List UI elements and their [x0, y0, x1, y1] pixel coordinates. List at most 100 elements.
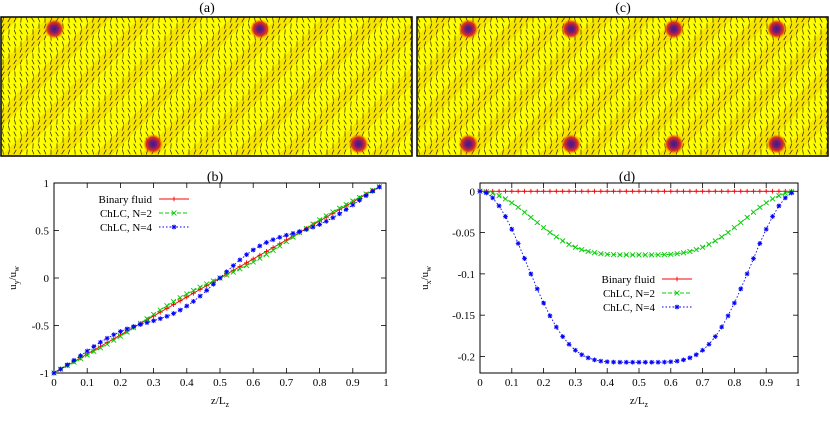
defect-top: [766, 19, 787, 39]
data-point: [316, 217, 323, 223]
data-point: [144, 320, 150, 326]
chart-b: 0 0.1 0.2 0.3 0.4 0.5 0.6 0.7 0.8 0.9 1 -1 -0.5 0 0.5 1…: [7, 178, 389, 409]
data-point: [687, 355, 693, 361]
data-point: [330, 215, 336, 221]
data-point: [144, 316, 150, 322]
data-point: [521, 209, 528, 215]
data-point: [769, 196, 776, 202]
data-point: [757, 241, 763, 246]
data-point: [611, 359, 616, 365]
data-point: [496, 188, 502, 194]
data-point: [776, 203, 782, 209]
data-point: [91, 344, 97, 349]
data-point: [197, 293, 203, 299]
data-point: [64, 362, 70, 368]
data-point: [763, 226, 769, 232]
data-point: [503, 188, 508, 194]
data-point: [317, 222, 322, 227]
data-point: [547, 313, 553, 319]
series-chlc-n-4: [51, 184, 382, 376]
data-point: [483, 190, 489, 196]
data-point: [573, 347, 578, 353]
data-point: [170, 298, 177, 305]
data-point: [534, 286, 540, 292]
data-point: [51, 370, 57, 376]
data-point: [680, 250, 687, 256]
data-point: [343, 207, 349, 212]
x-axis-label: z/Lz: [211, 395, 230, 409]
data-point: [585, 355, 591, 361]
data-point: [250, 256, 256, 262]
data-point: [137, 322, 143, 327]
data-point: [243, 262, 250, 269]
data-point: [738, 219, 744, 226]
data-point: [681, 357, 686, 363]
x-tick-label: 0.6: [664, 377, 678, 389]
data-point: [642, 359, 648, 365]
data-point: [560, 334, 566, 339]
field-stripe: [497, 17, 654, 156]
field-stripe: [697, 25, 828, 156]
legend-label: Binary fluid: [602, 274, 656, 286]
data-point: [118, 329, 123, 334]
chart-label-d: (d): [619, 170, 636, 185]
data-point: [490, 190, 496, 196]
data-point: [674, 188, 680, 194]
data-point: [623, 188, 629, 194]
data-point: [649, 252, 655, 258]
data-point: [277, 243, 283, 249]
data-point: [191, 298, 196, 304]
field-stripe: [369, 113, 412, 156]
data-point: [725, 313, 731, 319]
data-point: [604, 188, 610, 194]
data-point: [496, 203, 502, 209]
data-point: [250, 247, 256, 253]
field-stripe: [417, 17, 574, 156]
data-point: [700, 188, 705, 194]
data-point: [636, 252, 642, 258]
data-point: [336, 205, 343, 211]
x-tick-label: 0.3: [147, 377, 161, 389]
data-point: [547, 229, 553, 236]
data-point: [718, 234, 725, 240]
data-point: [573, 188, 578, 194]
data-point: [674, 250, 680, 257]
data-point: [674, 304, 680, 310]
field-content: [1, 17, 412, 156]
data-point: [706, 341, 712, 347]
x-tick-label: 0.8: [728, 377, 742, 389]
data-point: [572, 244, 579, 250]
y-axis-label-den-sub: w: [424, 266, 433, 272]
data-point: [171, 196, 177, 202]
y-axis-label-den: /u: [7, 271, 19, 280]
data-point: [782, 190, 788, 196]
y-tick-label: -1: [40, 368, 49, 380]
y-tick-label: 0: [44, 273, 50, 285]
data-point: [490, 195, 496, 201]
data-point: [725, 188, 731, 194]
data-point: [629, 252, 636, 258]
data-point: [204, 287, 210, 293]
data-point: [757, 188, 763, 194]
y-tick-label: -0.1: [458, 269, 475, 281]
data-point: [230, 263, 236, 269]
data-point: [540, 224, 547, 231]
x-tick-label: 0.2: [537, 377, 551, 389]
data-point: [509, 188, 515, 194]
data-point: [547, 188, 553, 194]
data-point: [171, 311, 176, 316]
x-tick-label: 0.4: [600, 377, 614, 389]
y-axis-label: uy/uw: [7, 266, 21, 290]
data-point: [184, 303, 190, 309]
data-point: [579, 352, 585, 358]
legend-label: ChLC, N=2: [603, 288, 655, 300]
data-point: [738, 188, 744, 194]
data-point: [370, 188, 376, 194]
data-point: [712, 334, 718, 339]
data-point: [323, 218, 329, 224]
field-stripe: [277, 21, 412, 156]
data-point: [636, 188, 642, 194]
data-point: [649, 188, 655, 194]
data-point: [591, 250, 598, 256]
x-tick-label: 0.4: [180, 377, 194, 389]
